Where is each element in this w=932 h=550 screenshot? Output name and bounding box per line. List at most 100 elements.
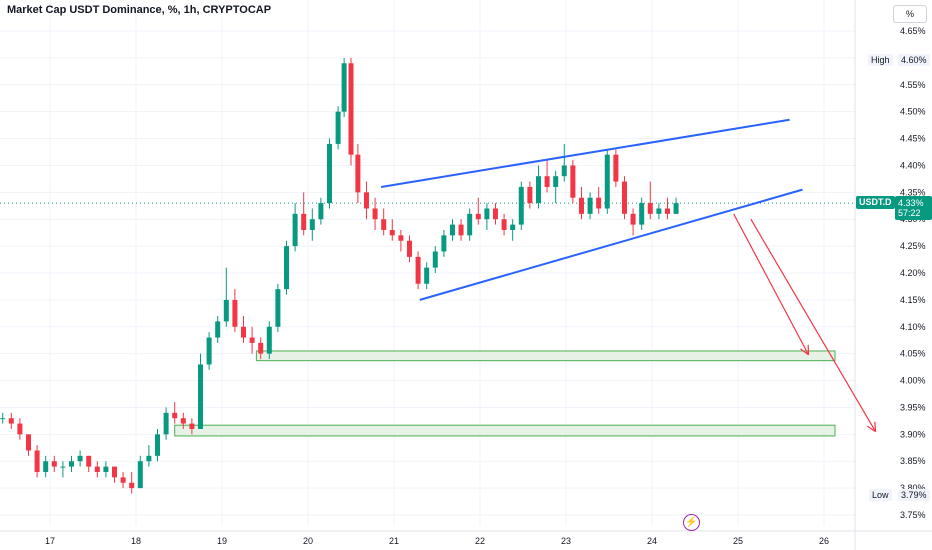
candle-body [120,477,126,483]
y-tick-label: 4.35% [900,187,926,197]
high-value: 4.60% [898,54,930,66]
candle-body [570,165,576,198]
candle-body [232,299,238,327]
x-tick-label: 26 [819,536,829,546]
low-label: Low [869,489,892,501]
x-tick-label: 23 [561,536,571,546]
y-tick-label: 4.00% [900,376,926,386]
candle-body [561,165,567,177]
candle-body [406,240,412,257]
candle-body [613,154,619,182]
current-price-tag: 4.33% 57:22 [895,196,932,220]
candle-body [249,337,255,343]
flash-icon[interactable]: ⚡ [683,514,700,531]
candle-body [129,482,135,489]
candle-body [86,455,92,467]
candle-body [146,455,152,462]
y-tick-label: 3.90% [900,429,926,439]
candle-body [103,466,109,472]
low-value: 3.79% [898,489,930,501]
candle-body [398,235,404,241]
y-tick-label: 4.15% [900,295,926,305]
candle-body [43,461,49,472]
x-tick-label: 21 [389,536,399,546]
y-tick-label: 4.55% [900,80,926,90]
support-zones [0,202,855,437]
candle-body [309,219,315,230]
x-tick-label: 17 [45,536,55,546]
candle-body [492,208,498,220]
y-tick-label: 4.20% [900,268,926,278]
candle-body [275,289,281,327]
candle-body [318,203,324,220]
high-label: High [868,54,893,66]
candle-body [535,176,541,204]
candles [0,57,679,494]
candle-body [363,192,369,209]
y-tick-label: 4.05% [900,349,926,359]
candle-body [180,418,186,424]
candle-body [258,342,264,354]
bar-countdown: 57:22 [898,208,921,218]
trendline [419,188,803,301]
candle-body [527,186,533,204]
y-tick-label: 4.40% [900,160,926,170]
support-zone [174,424,836,437]
candle-body [449,224,455,236]
candle-body [647,203,653,214]
candle-body [266,326,272,354]
price-axis-ticks: 4.65%4.60%4.55%4.50%4.45%4.40%4.35%4.30%… [900,26,926,520]
arrow-head [800,348,809,356]
candle-body [137,461,143,489]
y-tick-label: 4.50% [900,107,926,117]
candle-body [198,364,203,429]
time-axis-ticks: 17 18 19 20 21 22 23 24 25 26 [45,536,829,546]
candle-body [381,219,387,230]
x-tick-label: 19 [217,536,227,546]
trendline [380,118,790,188]
candle-body [60,466,66,468]
candle-body [301,213,307,230]
candle-body [327,143,332,204]
candle-body [189,423,195,429]
candle-body [596,197,602,209]
arrow-head [874,421,877,432]
x-tick-label: 22 [475,536,485,546]
candle-body [163,412,169,435]
candle-body [372,208,378,220]
candle-body [51,461,57,467]
candle-body [284,246,289,290]
candle-body [223,299,229,322]
candle-body [241,326,246,338]
y-tick-label: 3.95% [900,402,926,412]
symbol-tag: USDT.D [856,196,895,209]
x-tick-label: 24 [647,536,657,546]
y-tick-label: 3.80% [900,483,926,493]
scale-button[interactable]: % [893,5,927,23]
candle-body [348,63,354,155]
candle-body [26,434,31,451]
candle-body [335,111,341,144]
candle-body [664,208,670,214]
candle-body [484,208,490,220]
candle-body [69,461,74,467]
candle-body [155,434,160,456]
arrow-shaft [733,213,810,356]
candle-body [355,154,361,193]
y-tick-label: 4.65% [900,26,926,36]
candle-body [34,450,40,472]
current-price-value: 4.33% [898,198,924,208]
projection-arrows [733,213,877,433]
y-tick-label: 4.10% [900,322,926,332]
candle-body [544,176,550,187]
candle-body [341,63,347,112]
y-tick-label: 4.45% [900,134,926,144]
candle-body [206,337,212,365]
arrow-head [866,425,876,433]
trendlines [380,118,803,301]
candle-body [630,213,636,225]
y-tick-label: 4.25% [900,241,926,251]
candle-body [389,229,395,236]
candle-body [501,219,507,230]
